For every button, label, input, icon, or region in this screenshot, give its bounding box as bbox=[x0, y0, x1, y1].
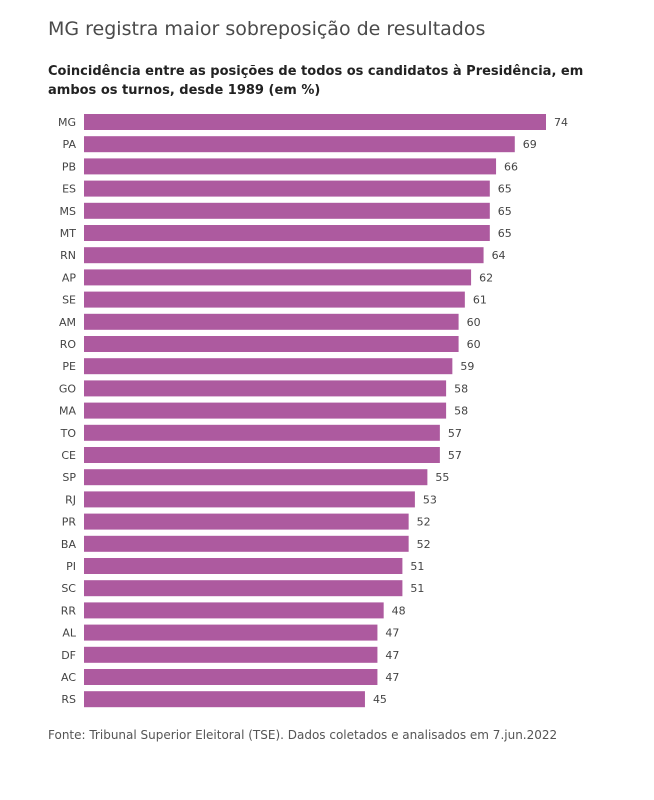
category-label-rn: RN bbox=[60, 249, 76, 262]
value-label-rr: 48 bbox=[392, 604, 406, 617]
category-label-ms: MS bbox=[60, 205, 76, 218]
bar-rn bbox=[84, 247, 484, 264]
value-label-rs: 45 bbox=[373, 693, 387, 706]
value-label-ba: 52 bbox=[417, 538, 431, 551]
value-label-pi: 51 bbox=[410, 560, 424, 573]
category-label-sc: SC bbox=[61, 582, 76, 595]
bar-df bbox=[84, 646, 378, 663]
value-label-ce: 57 bbox=[448, 449, 462, 462]
bar-sc bbox=[84, 580, 403, 597]
value-label-am: 60 bbox=[467, 316, 481, 329]
category-label-to: TO bbox=[60, 427, 77, 440]
category-label-rj: RJ bbox=[65, 493, 76, 506]
value-label-pb: 66 bbox=[504, 160, 518, 173]
value-label-to: 57 bbox=[448, 427, 462, 440]
bar-sp bbox=[84, 469, 428, 486]
bar-to bbox=[84, 424, 440, 441]
category-label-go: GO bbox=[59, 382, 77, 395]
bar-pr bbox=[84, 513, 409, 530]
category-label-am: AM bbox=[59, 316, 76, 329]
value-label-sp: 55 bbox=[435, 471, 449, 484]
category-label-pb: PB bbox=[62, 160, 76, 173]
category-label-pe: PE bbox=[62, 360, 76, 373]
category-label-ro: RO bbox=[60, 338, 77, 351]
bar-ma bbox=[84, 402, 447, 419]
value-label-rj: 53 bbox=[423, 493, 437, 506]
category-label-pr: PR bbox=[62, 516, 77, 529]
value-label-ms: 65 bbox=[498, 205, 512, 218]
bar-al bbox=[84, 624, 378, 641]
bar-pe bbox=[84, 358, 453, 375]
bar-rj bbox=[84, 491, 415, 508]
category-label-rs: RS bbox=[61, 693, 76, 706]
category-label-ac: AC bbox=[61, 671, 76, 684]
category-label-al: AL bbox=[62, 627, 77, 640]
value-label-ma: 58 bbox=[454, 405, 468, 418]
category-label-rr: RR bbox=[61, 604, 77, 617]
value-label-pr: 52 bbox=[417, 516, 431, 529]
bar-rs bbox=[84, 691, 365, 708]
category-label-mt: MT bbox=[60, 227, 76, 240]
value-label-mt: 65 bbox=[498, 227, 512, 240]
value-label-df: 47 bbox=[385, 649, 399, 662]
bar-se bbox=[84, 291, 465, 308]
value-label-ro: 60 bbox=[467, 338, 481, 351]
value-label-mg: 74 bbox=[554, 116, 568, 129]
bar-ms bbox=[84, 202, 490, 219]
bar-mt bbox=[84, 225, 490, 241]
bar-pa bbox=[84, 136, 515, 153]
category-label-ba: BA bbox=[61, 538, 77, 551]
bar-es bbox=[84, 180, 490, 197]
value-label-ac: 47 bbox=[385, 671, 399, 684]
category-label-sp: SP bbox=[62, 471, 76, 484]
chart-subtitle: Coincidência entre as posições de todos … bbox=[48, 64, 584, 98]
category-label-ce: CE bbox=[61, 449, 76, 462]
value-label-pe: 59 bbox=[460, 360, 474, 373]
bar-ac bbox=[84, 669, 378, 685]
bar-rr bbox=[84, 602, 384, 619]
value-label-pa: 69 bbox=[523, 138, 537, 151]
bar-ba bbox=[84, 535, 409, 552]
bar-ap bbox=[84, 269, 472, 286]
bar-go bbox=[84, 380, 447, 397]
category-label-es: ES bbox=[62, 183, 76, 196]
category-label-mg: MG bbox=[58, 116, 76, 129]
category-label-ma: MA bbox=[59, 405, 76, 418]
value-label-es: 65 bbox=[498, 183, 512, 196]
bar-ce bbox=[84, 447, 440, 463]
category-label-ap: AP bbox=[62, 271, 77, 284]
category-label-pi: PI bbox=[66, 560, 76, 573]
category-label-se: SE bbox=[62, 294, 76, 307]
value-label-se: 61 bbox=[473, 294, 487, 307]
value-label-go: 58 bbox=[454, 382, 468, 395]
category-label-df: DF bbox=[61, 649, 76, 662]
bar-pb bbox=[84, 158, 497, 175]
value-label-rn: 64 bbox=[492, 249, 506, 262]
value-label-ap: 62 bbox=[479, 271, 493, 284]
bar-ro bbox=[84, 336, 459, 352]
chart-title: MG registra maior sobreposição de result… bbox=[48, 18, 486, 40]
category-label-pa: PA bbox=[63, 138, 77, 151]
source-note: Fonte: Tribunal Superior Eleitoral (TSE)… bbox=[48, 728, 558, 742]
bar-mg bbox=[84, 114, 546, 130]
value-label-sc: 51 bbox=[410, 582, 424, 595]
bar-chart: MG 74 PA 69 PB 66 ES 65 MS 65 MT 65 RN 64 AP 62 SE 61 AM 60… bbox=[58, 114, 568, 708]
bar-am bbox=[84, 313, 459, 330]
bar-pi bbox=[84, 558, 403, 574]
value-label-al: 47 bbox=[385, 627, 399, 640]
